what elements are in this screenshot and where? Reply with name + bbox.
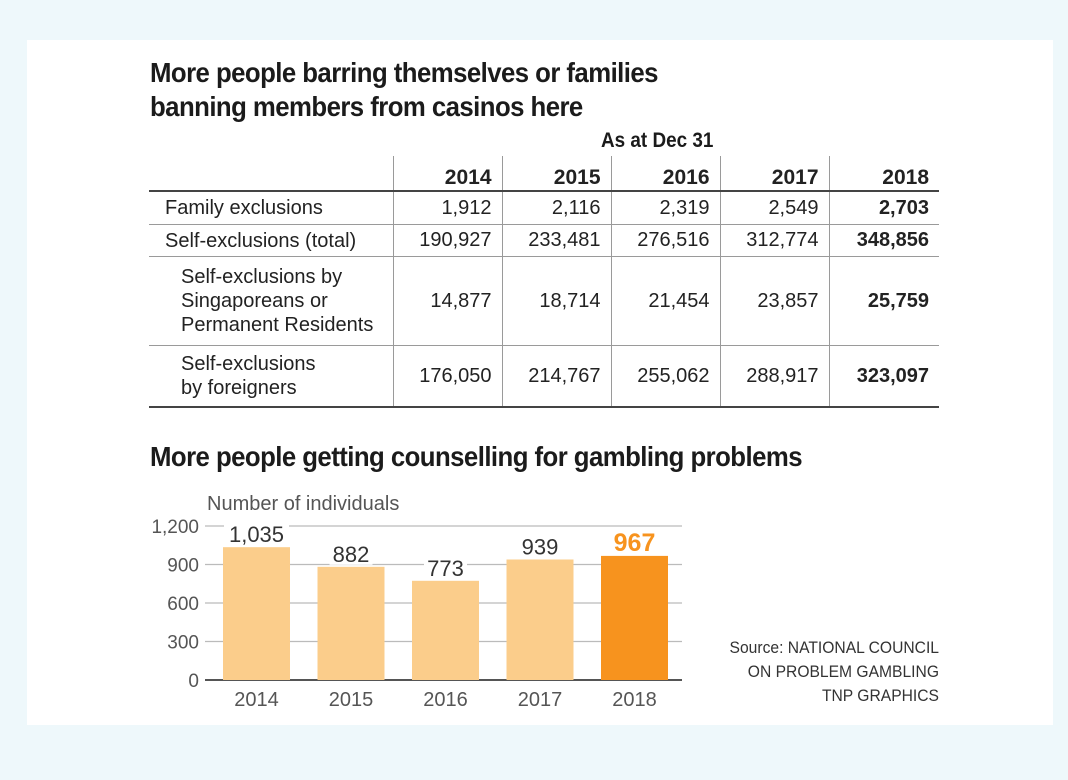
exclusions-table: 2014 2015 2016 2017 2018 Family exclusio… <box>149 156 939 408</box>
value-label-bg <box>601 527 668 554</box>
table-cell: 233,481 <box>501 224 611 257</box>
table-row: Self-exclusions by foreigners 176,050 21… <box>149 345 939 408</box>
table-cell: 2,319 <box>610 191 720 225</box>
row-label: Self-exclusions (total) <box>149 224 393 257</box>
header-blank <box>149 156 393 192</box>
table-cell: 14,877 <box>392 256 502 346</box>
table-cell: 21,454 <box>610 256 720 346</box>
x-tick-label: 2018 <box>612 689 657 711</box>
y-tick-label: 1,200 <box>151 517 199 538</box>
value-label: 1,035 <box>229 522 284 547</box>
table-header-row: 2014 2015 2016 2017 2018 <box>149 156 939 192</box>
chart-y-axis-label: Number of individuals <box>207 493 399 515</box>
table-cell: 190,927 <box>392 224 502 257</box>
value-label: 882 <box>333 542 370 567</box>
value-label: 967 <box>614 529 656 557</box>
x-tick-label: 2014 <box>234 689 279 711</box>
table-cell: 312,774 <box>719 224 829 257</box>
row-label-line: Self-exclusions by <box>181 266 343 288</box>
bar <box>506 559 574 680</box>
bar <box>601 555 668 680</box>
column-header: 2017 <box>719 156 829 192</box>
value-label: 773 <box>427 556 464 581</box>
table-cell: 276,516 <box>610 224 720 257</box>
column-header: 2016 <box>610 156 720 192</box>
table-cell: 25,759 <box>828 256 939 346</box>
source-line: Source: NATIONAL COUNCIL <box>729 638 939 657</box>
table-cell: 2,703 <box>828 191 939 225</box>
table-cell: 176,050 <box>392 345 502 408</box>
chart-value-labels: 1,035 882 773 939 967 <box>224 519 668 581</box>
y-tick-label: 300 <box>167 633 199 654</box>
table-cell: 23,857 <box>719 256 829 346</box>
source-line: ON PROBLEM GAMBLING <box>747 662 939 681</box>
chart-x-labels: 2014 2015 2016 2017 2018 <box>234 689 657 711</box>
chart-y-ticks: 0 300 600 900 1,200 <box>151 517 199 692</box>
value-label-bg <box>518 531 562 558</box>
table-cell: 255,062 <box>610 345 720 408</box>
row-label-line: Permanent Residents <box>181 314 374 336</box>
table-cell: 214,767 <box>501 345 611 408</box>
row-label: Family exclusions <box>149 191 393 225</box>
source-line: TNP GRAPHICS <box>821 686 939 705</box>
chart-bars <box>223 547 668 680</box>
table-cell: 2,116 <box>501 191 611 225</box>
counselling-bar-chart: 0 300 600 900 1,200 2014 2015 2016 2017 2018 1,0… <box>151 493 682 711</box>
source-note: Source: NATIONAL COUNCIL ON PROBLEM GAMB… <box>698 636 939 708</box>
bar <box>412 580 479 680</box>
table-cell: 288,917 <box>719 345 829 408</box>
x-tick-label: 2015 <box>329 689 374 711</box>
row-label-line: by foreigners <box>181 377 297 399</box>
table-cell: 1,912 <box>392 191 502 225</box>
value-label-bg <box>224 519 289 546</box>
column-header: 2015 <box>501 156 611 192</box>
bar <box>317 566 385 680</box>
table-cell: 18,714 <box>501 256 611 346</box>
table-cell: 348,856 <box>828 224 939 257</box>
table-title: More people barring themselves or famili… <box>150 57 658 122</box>
table-row: Self-exclusions by Singaporeans or Perma… <box>149 256 939 346</box>
x-tick-label: 2016 <box>423 689 468 711</box>
bar <box>223 547 290 680</box>
as-at-label: As at Dec 31 <box>601 129 714 152</box>
row-label-line: Self-exclusions <box>181 353 316 375</box>
column-header: 2018 <box>828 156 939 192</box>
y-tick-label: 900 <box>167 556 199 577</box>
value-label: 939 <box>522 534 559 559</box>
row-label: Self-exclusions by foreigners <box>149 345 393 408</box>
table-cell: 323,097 <box>828 345 939 408</box>
x-tick-label: 2017 <box>518 689 563 711</box>
row-label: Self-exclusions by Singaporeans or Perma… <box>149 256 393 346</box>
table-cell: 2,549 <box>719 191 829 225</box>
value-label-bg <box>329 538 373 565</box>
column-header: 2014 <box>392 156 502 192</box>
table-row: Family exclusions 1,912 2,116 2,319 2,54… <box>149 191 939 225</box>
infographic-card: More people barring themselves or famili… <box>27 40 1053 725</box>
y-tick-label: 0 <box>188 671 199 692</box>
row-label-line: Singaporeans or <box>181 290 328 312</box>
chart-title: More people getting counselling for gamb… <box>150 441 803 472</box>
value-label-bg <box>424 552 467 579</box>
table-row: Self-exclusions (total) 190,927 233,481 … <box>149 224 939 257</box>
y-tick-label: 600 <box>167 594 199 615</box>
